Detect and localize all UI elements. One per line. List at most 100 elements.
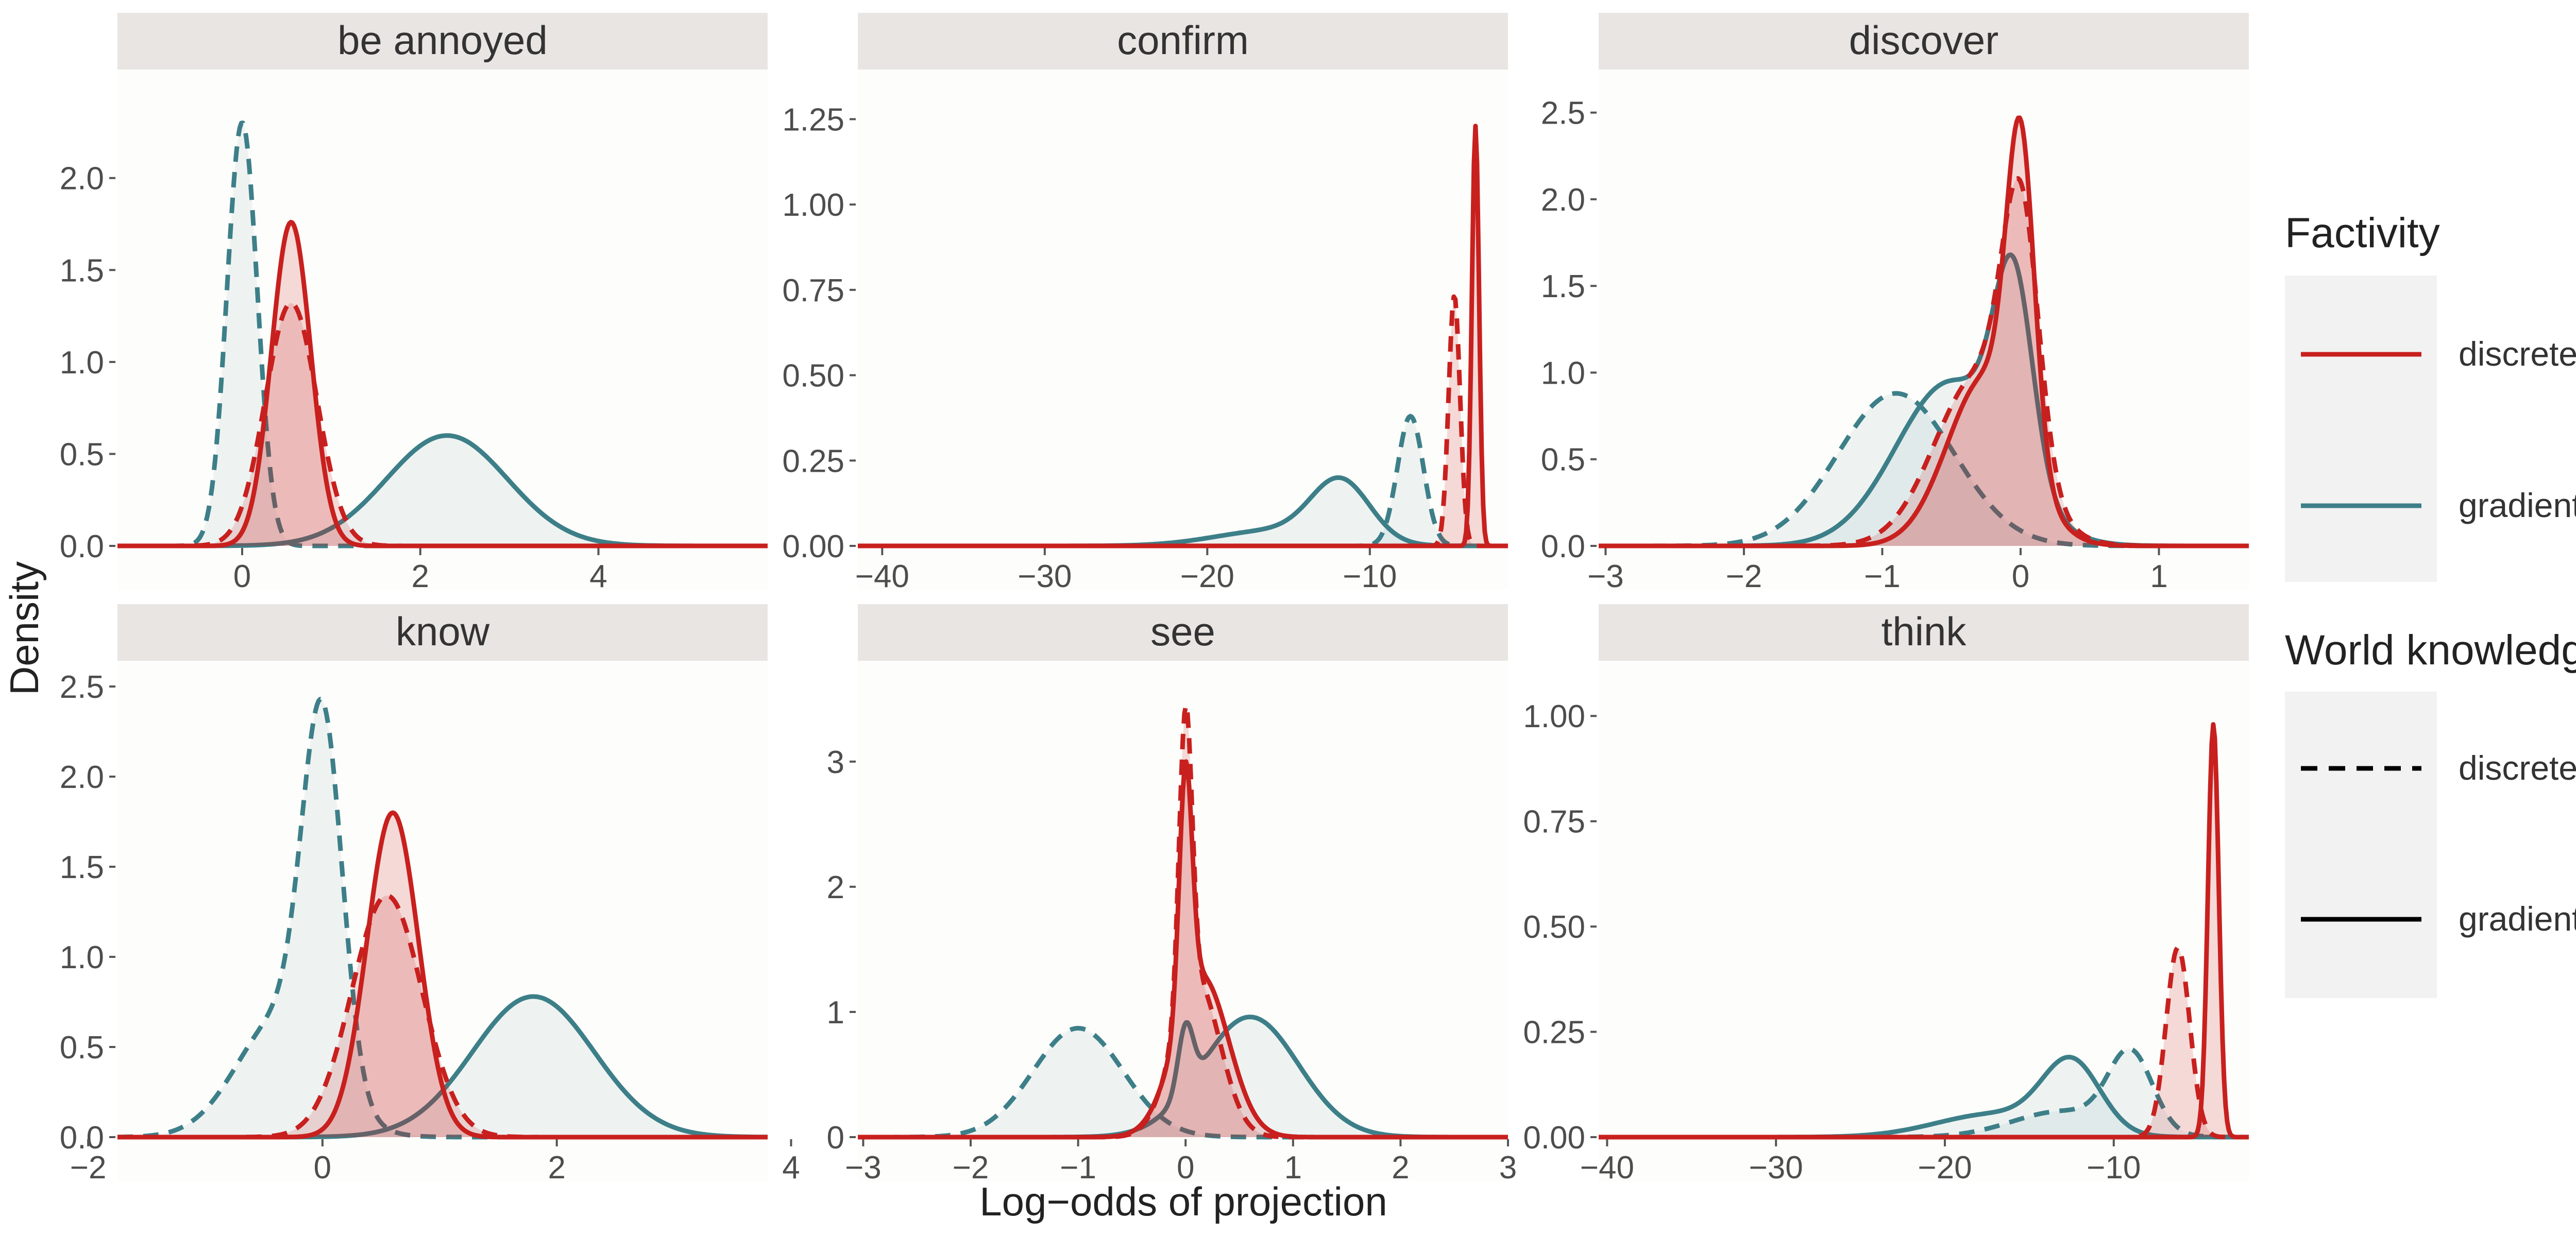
x-tick-label: 1 — [1284, 1150, 1302, 1186]
facet-title: discover — [1849, 18, 1998, 63]
density-gradient-factivity-discrete-world-fill — [117, 123, 768, 546]
x-tick-label: −2 — [953, 1150, 989, 1186]
density-gradient-factivity-discrete-world-fill — [117, 699, 768, 1137]
legend-factivity-title: Factivity — [2285, 210, 2440, 256]
facet-panel: know 0.0 0.5 1.0 1.5 2.0 2.5 −2 0 2 4 — [60, 604, 800, 1186]
density-gradient-factivity-gradient-world-fill — [1599, 254, 2249, 546]
x-tick-label: −10 — [2087, 1150, 2141, 1186]
y-tick-label: 2.0 — [60, 161, 104, 197]
facet-strip — [117, 13, 768, 70]
y-tick-label: 0.75 — [782, 273, 844, 308]
legend: Factivity discrete gradient World knowle… — [2285, 210, 2576, 998]
y-tick-label: 1.5 — [1541, 269, 1585, 304]
y-tick-label: 0.5 — [1541, 442, 1585, 478]
y-tick-label: 2.0 — [60, 760, 104, 795]
density-discrete-factivity-gradient-world-line — [1598, 115, 2250, 548]
y-tick-label: 0.5 — [60, 437, 104, 472]
density-gradient-factivity-gradient-world-fill — [117, 435, 768, 546]
legend-label-discrete: discrete — [2459, 335, 2576, 373]
facet-title: know — [396, 609, 490, 654]
y-tick-label: 1 — [827, 995, 844, 1031]
x-tick-label: 0 — [1177, 1150, 1194, 1186]
legend-factivity-keys — [2285, 276, 2437, 582]
density-discrete-factivity-discrete-world-fill — [858, 705, 1508, 1137]
density-gradient-factivity-gradient-world-fill — [858, 477, 1508, 546]
facet-strip — [1599, 604, 2249, 661]
density-discrete-factivity-gradient-world-fill — [858, 761, 1508, 1137]
x-tick-label: −2 — [70, 1150, 107, 1186]
x-tick-label: 3 — [1499, 1150, 1517, 1186]
y-axis-title: Density — [2, 561, 47, 695]
x-tick-label: 4 — [589, 559, 607, 594]
x-tick-label: −2 — [1726, 559, 1762, 594]
x-tick-label: 1 — [2150, 559, 2167, 594]
x-tick-label: −10 — [1343, 559, 1397, 594]
x-tick-label: 2 — [1392, 1150, 1409, 1186]
y-tick-label: 0.00 — [782, 529, 844, 564]
facet-strip — [117, 604, 768, 661]
x-tick-label: −30 — [1018, 559, 1072, 594]
legend-world-keys — [2285, 692, 2437, 998]
density-gradient-factivity-gradient-world-fill — [858, 1017, 1508, 1137]
y-tick-label: 0.25 — [782, 443, 844, 479]
plot-area — [1599, 661, 2249, 1181]
density-discrete-factivity-gradient-world-line — [116, 219, 769, 548]
density-discrete-factivity-gradient-world-line — [857, 124, 1509, 548]
facet-panel: confirm 0.00 0.25 0.50 0.75 1.00 1.25 −40 −30 −20… — [782, 13, 1509, 594]
y-tick-label: 0.00 — [1523, 1120, 1585, 1156]
y-tick-label: 2.5 — [1541, 96, 1585, 131]
y-tick-label: 2 — [827, 870, 844, 905]
x-tick-label: −40 — [1580, 1150, 1634, 1186]
y-tick-label: 1.0 — [1541, 355, 1585, 391]
y-tick-label: 1.5 — [60, 850, 104, 885]
density-discrete-factivity-gradient-world-fill — [117, 222, 768, 546]
density-discrete-factivity-discrete-world-fill — [117, 303, 768, 546]
x-tick-label: −20 — [1180, 559, 1234, 594]
y-tick-label: 2.5 — [60, 670, 104, 705]
density-discrete-factivity-gradient-world-line — [116, 810, 769, 1140]
y-tick-label: 1.0 — [60, 940, 104, 975]
y-tick-label: 0.0 — [60, 529, 104, 564]
density-discrete-factivity-gradient-world-line — [1598, 722, 2250, 1140]
facet-strip — [858, 13, 1508, 70]
x-tick-label: 4 — [782, 1150, 800, 1186]
legend-label-gradient: gradient — [2459, 486, 2576, 524]
density-gradient-factivity-discrete-world-fill — [858, 1028, 1508, 1137]
y-tick-label: 2.0 — [1541, 182, 1585, 218]
density-gradient-factivity-gradient-world-fill — [1599, 1057, 2249, 1137]
x-tick-label: 0 — [2012, 559, 2029, 594]
x-tick-label: 0 — [314, 1150, 331, 1186]
y-tick-label: 0.75 — [1523, 804, 1585, 840]
facet-panel: think 0.00 0.25 0.50 0.75 1.00 −40 −30 −20 −10 — [1523, 604, 2250, 1186]
y-tick-label: 0.50 — [782, 358, 844, 394]
y-tick-label: 0.5 — [60, 1030, 104, 1066]
y-tick-label: 1.0 — [60, 345, 104, 381]
legend-label-world-gradient: gradient — [2459, 900, 2576, 938]
x-tick-label: −40 — [855, 559, 909, 594]
facet-title: be annoyed — [337, 18, 548, 63]
facet-strip — [858, 604, 1508, 661]
y-tick-label: 1.00 — [782, 187, 844, 223]
x-tick-label: 0 — [233, 559, 251, 594]
y-tick-label: 0.25 — [1523, 1015, 1585, 1051]
legend-label-world-discrete: discrete — [2459, 749, 2576, 787]
facet-panel: discover 0.0 0.5 1.0 1.5 2.0 2.5 −3 −2 −1 0 1 — [1541, 13, 2250, 594]
y-tick-label: 0 — [827, 1120, 844, 1156]
density-gradient-factivity-discrete-world-fill — [1599, 1049, 2249, 1137]
density-discrete-factivity-discrete-world-fill — [1599, 178, 2249, 546]
density-gradient-factivity-gradient-world-fill — [117, 997, 768, 1137]
facet-strip — [1599, 13, 2249, 70]
y-tick-label: 0.0 — [1541, 529, 1585, 564]
facet-title: see — [1150, 609, 1215, 654]
y-tick-label: 0.0 — [60, 1120, 104, 1156]
y-tick-label: 1.00 — [1523, 699, 1585, 734]
density-discrete-factivity-gradient-world-line — [857, 759, 1509, 1140]
y-tick-label: 0.50 — [1523, 909, 1585, 945]
x-tick-label: 2 — [548, 1150, 565, 1186]
x-tick-label: −3 — [845, 1150, 882, 1186]
x-tick-label: −1 — [1864, 559, 1901, 594]
y-tick-label: 1.25 — [782, 102, 844, 138]
legend-world-title: World knowledge — [2285, 627, 2576, 674]
